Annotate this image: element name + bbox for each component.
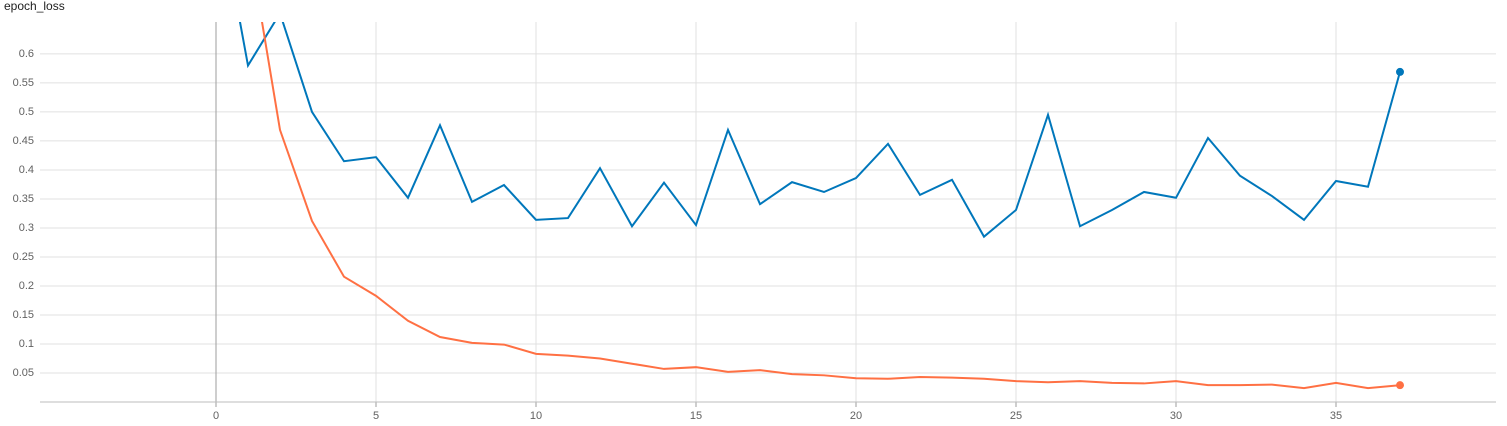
y-tick-label: 0.35 — [13, 193, 34, 205]
x-tick-label: 20 — [850, 410, 862, 422]
y-tick-label: 0.25 — [13, 251, 34, 263]
y-tick-label: 0.2 — [19, 280, 34, 292]
y-tick-label: 0.3 — [19, 222, 34, 234]
line — [261, 22, 1401, 390]
y-tick-label: 0.1 — [19, 338, 34, 350]
y-tick-label: 0.55 — [13, 77, 34, 89]
x-tick-label: 10 — [530, 410, 542, 422]
y-tick-label: 0.5 — [19, 106, 34, 118]
x-tick-label: 25 — [1010, 410, 1022, 422]
x-tick-label: 30 — [1170, 410, 1182, 422]
line — [238, 22, 1401, 239]
x-tick-label: 0 — [213, 410, 219, 422]
y-tick-label: 0.4 — [19, 164, 34, 176]
x-tick-label: 5 — [373, 410, 379, 422]
end-dot — [1396, 67, 1404, 76]
y-tick-label: 0.6 — [19, 48, 34, 60]
end-dot — [1396, 381, 1404, 390]
grid — [40, 22, 1496, 402]
y-tick-label: 0.45 — [13, 135, 34, 147]
x-tick-label: 15 — [690, 410, 702, 422]
y-tick-label: 0.15 — [13, 309, 34, 321]
y-tick-label: 0.05 — [13, 367, 34, 379]
x-tick-label: 35 — [1330, 410, 1342, 422]
plot-area — [238, 22, 1404, 390]
chart-title: epoch_loss — [4, 0, 65, 13]
